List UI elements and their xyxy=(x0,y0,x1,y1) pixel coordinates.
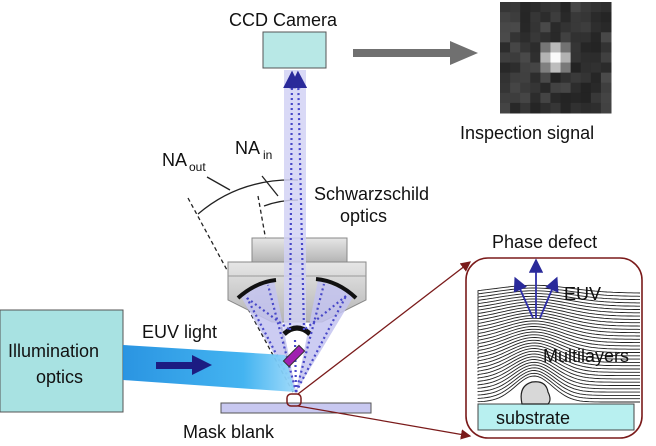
schwarzschild-label-line1: Schwarzschild xyxy=(314,184,429,204)
illumination-optics-box xyxy=(0,309,124,413)
defect-zoom-marker xyxy=(286,393,302,407)
signal-arrow-icon xyxy=(353,41,478,65)
euv-light-label: EUV light xyxy=(142,322,217,342)
euv-light-arrow-icon xyxy=(156,355,212,375)
substrate-label: substrate xyxy=(496,408,570,428)
multilayer-stack xyxy=(477,284,641,403)
turning-mirror xyxy=(282,344,306,368)
defect-particle xyxy=(520,381,551,405)
optical-rays xyxy=(246,70,347,393)
illumination-label-line1: Illumination xyxy=(8,341,99,361)
svg-text:NA: NA xyxy=(235,138,260,158)
svg-text:out: out xyxy=(189,160,206,174)
na-in-label: NA in xyxy=(235,138,272,162)
substrate-block xyxy=(477,403,635,431)
inset-euv-label: EUV xyxy=(564,284,601,304)
euv-light-beam xyxy=(123,345,295,392)
phase-defect-label: Phase defect xyxy=(492,232,597,252)
inspection-signal-label: Inspection signal xyxy=(460,123,594,143)
inset-euv-rays xyxy=(513,258,559,319)
ccd-camera-label: CCD Camera xyxy=(229,10,338,30)
svg-text:NA: NA xyxy=(162,150,187,170)
na-out-label: NA out xyxy=(162,150,206,174)
mask-blank xyxy=(220,402,372,414)
schwarzschild-mirrors xyxy=(236,277,358,336)
multilayers-label: Multilayers xyxy=(543,346,629,366)
illumination-label-line2: optics xyxy=(36,367,83,387)
euv-light-cones xyxy=(240,70,355,392)
schwarzschild-label-line2: optics xyxy=(340,206,387,226)
zoom-line-top xyxy=(297,261,472,395)
ccd-camera-box xyxy=(262,31,327,69)
mask-blank-label: Mask blank xyxy=(183,422,275,442)
zoom-line-bottom xyxy=(297,405,472,440)
phase-defect-inset: EUV Multilayers substrate xyxy=(465,257,643,439)
inspection-signal-image xyxy=(500,2,612,114)
svg-text:in: in xyxy=(263,148,272,162)
